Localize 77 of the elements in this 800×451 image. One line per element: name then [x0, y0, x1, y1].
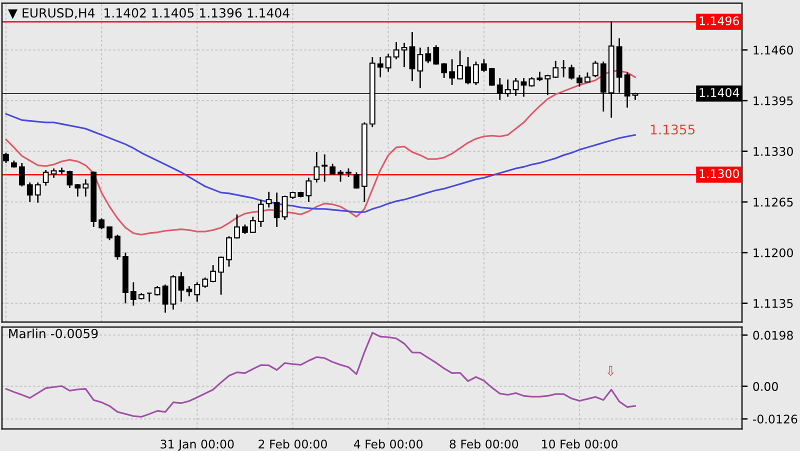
candlestick — [282, 195, 288, 221]
candlestick — [42, 169, 49, 186]
candlestick — [106, 226, 112, 241]
candlestick — [480, 58, 487, 72]
candlestick — [465, 56, 471, 85]
y-tick-label: -0.0126 — [752, 414, 798, 424]
candlestick — [178, 271, 184, 302]
candlestick — [146, 292, 152, 302]
candlestick — [266, 191, 272, 208]
x-tick-label: 4 Feb 00:00 — [354, 439, 423, 449]
ref-line-label: 1.1300 — [700, 169, 739, 178]
candlestick — [322, 154, 328, 182]
candlestick — [3, 152, 9, 164]
y-tick-label: 1.1135 — [754, 299, 793, 308]
candlestick — [409, 31, 416, 82]
candlestick — [338, 169, 344, 182]
x-tick-label: 2 Feb 00:00 — [258, 439, 327, 449]
candlestick — [433, 44, 440, 66]
y-tick-label: 1.1265 — [754, 198, 793, 207]
y-tick-label: 1.1460 — [754, 46, 793, 55]
candlestick — [425, 46, 432, 64]
candlestick — [50, 168, 57, 178]
candlestick — [560, 59, 567, 78]
candlestick — [274, 192, 280, 228]
y-tick-label: 1.1200 — [754, 248, 793, 258]
candlestick — [114, 234, 120, 260]
y-tick-label: 0.0198 — [753, 330, 793, 340]
candlestick — [449, 58, 455, 86]
chart-title: ▼ EURUSD,H4 1.1402 1.1405 1.1396 1.1404 — [8, 8, 290, 19]
x-tick-label: 8 Feb 00:00 — [450, 439, 518, 449]
candlestick — [354, 172, 360, 190]
candlestick — [401, 42, 408, 68]
candlestick — [457, 50, 463, 80]
candlestick — [258, 198, 264, 228]
text: 1.1355 — [650, 124, 695, 135]
candlestick — [74, 183, 81, 198]
candlestick — [226, 236, 232, 268]
candlestick — [186, 285, 192, 297]
candlestick — [194, 282, 200, 302]
y-tick-label: 1.1395 — [754, 96, 793, 106]
candlestick — [417, 46, 424, 89]
candlestick — [473, 60, 479, 86]
candlestick — [441, 62, 448, 79]
candlestick — [592, 60, 598, 78]
candlestick — [314, 151, 320, 184]
candlestick — [210, 264, 216, 283]
candlestick — [306, 177, 312, 203]
y-tick-label: 0.00 — [753, 382, 778, 391]
candlestick — [66, 170, 73, 189]
annotation: ⇩ — [607, 366, 614, 376]
candlestick — [488, 67, 495, 86]
candlestick — [82, 178, 89, 198]
candlestick — [34, 182, 41, 204]
candlestick — [130, 282, 136, 306]
line-series — [5, 70, 636, 236]
candlestick — [26, 182, 33, 203]
candlestick — [218, 256, 224, 296]
x-tick-label: 31 Jan 00:00 — [160, 440, 234, 451]
candlestick — [552, 60, 559, 79]
candlestick — [202, 276, 208, 288]
candlestick — [242, 224, 248, 235]
ref-line-label: 1.1404 — [700, 88, 740, 98]
chart-title: Marlin -0.0059 — [9, 328, 98, 338]
candlestick — [568, 64, 574, 80]
candlestick — [385, 53, 392, 72]
candlestick — [377, 56, 384, 78]
candlestick — [162, 284, 168, 314]
y-tick-label: 1.1330 — [754, 147, 793, 156]
candlestick — [250, 216, 256, 234]
ref-line-label: 1.1496 — [700, 16, 740, 26]
candlestick — [98, 218, 105, 230]
candlestick — [18, 162, 25, 188]
x-tick-label: 10 Feb 00:00 — [542, 439, 618, 449]
candlestick — [576, 74, 582, 88]
candlestick — [393, 41, 400, 60]
candlestick — [234, 214, 240, 240]
candlestick — [536, 71, 543, 82]
